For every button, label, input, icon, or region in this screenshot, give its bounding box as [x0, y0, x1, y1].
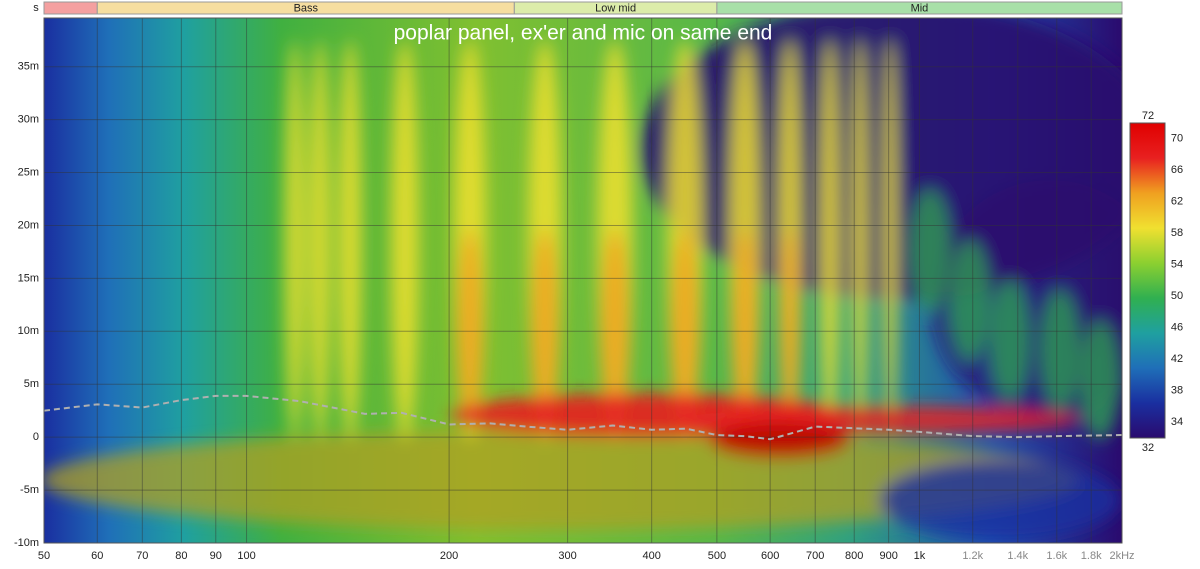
heatmap [44, 18, 1122, 543]
x-tick-label: 60 [91, 550, 103, 562]
colorbar [1129, 122, 1166, 439]
heatmap-texture [670, 230, 700, 430]
x-tick-label: 80 [175, 550, 187, 562]
heatmap-texture [600, 230, 630, 430]
heatmap-texture [732, 230, 758, 430]
colorbar-tick-label: 50 [1171, 290, 1183, 302]
colorbar-tick-label: 34 [1171, 416, 1183, 428]
x-tick-label: 90 [210, 550, 222, 562]
colorbar-tick-label: 46 [1171, 322, 1183, 334]
heatmap-texture [338, 40, 362, 440]
heatmap-texture [910, 190, 950, 310]
heatmap-texture [880, 460, 1120, 540]
x-tick-label: 1.4k [1007, 550, 1028, 562]
heatmap-texture [1040, 290, 1080, 410]
x-tick-label: 50 [38, 550, 50, 562]
colorbar-max-label: 72 [1142, 110, 1154, 122]
x-tick-label: 2kHz [1109, 550, 1134, 562]
colorbar-tick-label: 38 [1171, 385, 1183, 397]
colorbar-tick-label: 54 [1171, 259, 1183, 271]
x-tick-label: 600 [761, 550, 779, 562]
heatmap-texture [391, 40, 419, 440]
heatmap-texture [309, 40, 331, 440]
y-tick-label: -10m [14, 537, 39, 549]
colorbar-tick-label: 62 [1171, 196, 1183, 208]
band-label: Mid [911, 2, 929, 14]
heatmap-texture [780, 230, 800, 430]
y-tick-label: 25m [18, 166, 39, 178]
x-tick-label: 1.6k [1046, 550, 1067, 562]
y-tick-label: 20m [18, 219, 39, 231]
x-tick-label: 300 [558, 550, 576, 562]
x-tick-label: 500 [708, 550, 726, 562]
heatmap-texture [1080, 320, 1120, 440]
y-axis-label: s [33, 2, 39, 14]
heatmap-texture [710, 422, 850, 458]
x-tick-label: 800 [845, 550, 863, 562]
heatmap-texture [950, 240, 990, 360]
heatmap-texture [852, 40, 868, 440]
heatmap-texture [44, 18, 1122, 540]
y-tick-label: 5m [24, 378, 39, 390]
x-tick-label: 900 [879, 550, 897, 562]
x-tick-label: 400 [642, 550, 660, 562]
x-tick-label: 70 [136, 550, 148, 562]
axes: 50 60 70 80 90 100 200 300 400 500 600 700 800 900 1k 1… [14, 1, 1183, 562]
heatmap-texture [990, 280, 1030, 400]
x-tick-label: 200 [440, 550, 458, 562]
heatmap-texture [457, 230, 483, 430]
band [716, 1, 1123, 15]
x-tick-label: 1.8k [1081, 550, 1102, 562]
band-label: Bass [294, 2, 319, 14]
colorbar-min-label: 32 [1142, 442, 1154, 454]
y-tick-label: -5m [20, 484, 39, 496]
x-tick-label: 700 [806, 550, 824, 562]
heatmap-texture [44, 430, 1080, 530]
band [43, 1, 98, 15]
plot-frame [43, 17, 1123, 544]
heatmap-texture [531, 230, 559, 430]
heatmap-texture [820, 40, 840, 440]
heatmap-texture [285, 40, 305, 440]
y-tick-label: 30m [18, 114, 39, 126]
x-tick-label: 1k [914, 550, 926, 562]
y-tick-label: 35m [18, 61, 39, 73]
band-label: Low mid [595, 2, 636, 14]
y-tick-label: 10m [18, 325, 39, 337]
colorbar-tick-label: 70 [1171, 133, 1183, 145]
colorbar-tick-label: 42 [1171, 353, 1183, 365]
x-tick-label: 1.2k [962, 550, 983, 562]
y-tick-label: 15m [18, 272, 39, 284]
colorbar-tick-label: 66 [1171, 164, 1183, 176]
y-tick-label: 0 [33, 431, 39, 443]
x-tick-label: 100 [237, 550, 255, 562]
colorbar-tick-label: 58 [1171, 227, 1183, 239]
chart-title: poplar panel, ex'er and mic on same end [394, 22, 773, 45]
heatmap-texture [883, 40, 897, 440]
series-line [43, 394, 1123, 441]
